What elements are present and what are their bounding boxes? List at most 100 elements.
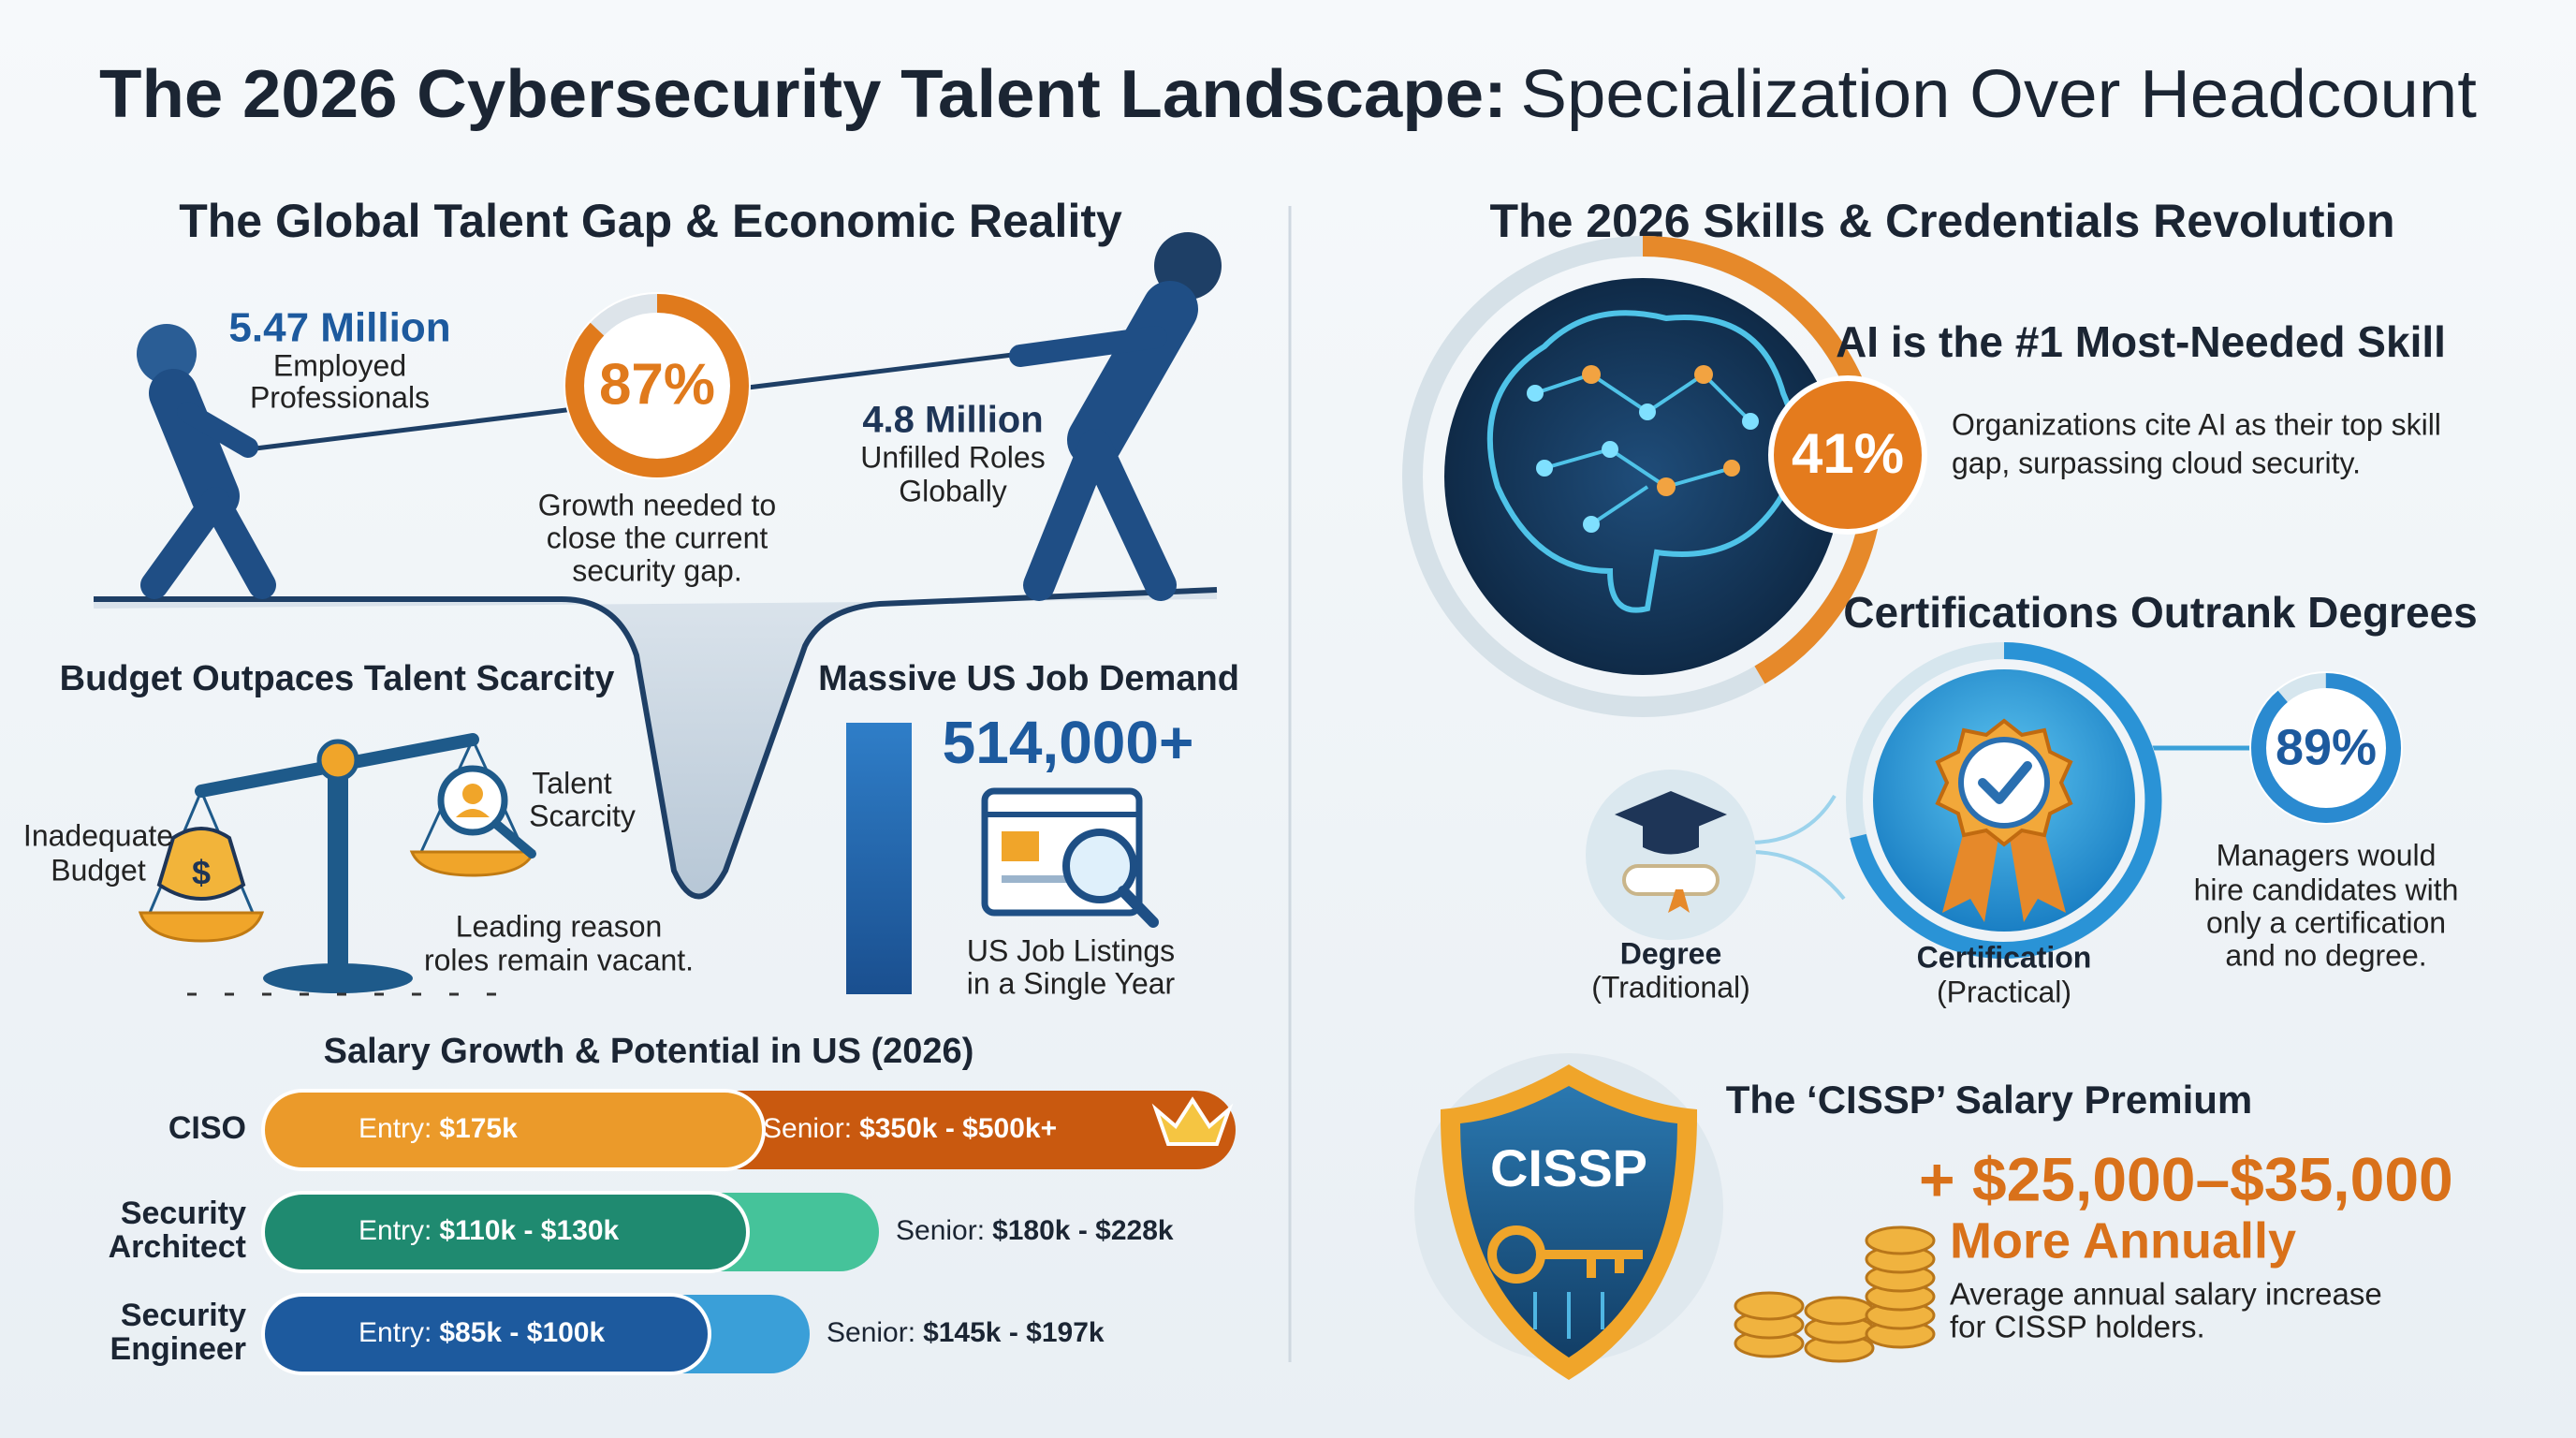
entry-value: $175k [439, 1113, 518, 1144]
premium-sub: More Annually [1950, 1212, 2296, 1269]
senior-text: Senior: $145k - $197k [827, 1317, 1105, 1348]
cert-diagram [1586, 642, 2403, 959]
sub-heading: AI is the #1 Most-Needed Skill [1836, 317, 2446, 366]
sub-heading: Certifications Outrank Degrees [1843, 588, 2477, 637]
job-listing-icon-part [1062, 829, 1137, 903]
sub-heading: Salary Growth & Potential in US (2026) [324, 1032, 974, 1071]
cert-diagram-part [1668, 889, 1690, 913]
entry-label: Entry: [359, 1317, 432, 1348]
ai-brain-part [1768, 375, 1927, 535]
scale-icon-part [263, 963, 413, 993]
ai-brain-part-part [1742, 413, 1759, 430]
scale-icon-part [491, 819, 536, 858]
growth-ring-part [565, 294, 749, 477]
scale-icon-part [138, 911, 265, 943]
senior-text: Senior: $180k - $228k [896, 1215, 1174, 1246]
growth-label: Growth needed to [538, 488, 776, 521]
scale-label: Scarcity [529, 799, 636, 832]
degree-label: (Traditional) [1591, 970, 1750, 1004]
caption: in a Single Year [967, 966, 1176, 1000]
ai-brain-part-part [1657, 477, 1676, 496]
title-bold: The 2026 Cybersecurity Talent Landscape: [99, 57, 1507, 132]
tug-of-war [94, 232, 1222, 900]
title-light: Specialization Over Headcount [1520, 57, 2477, 132]
job-listing-icon-part [1002, 875, 1067, 883]
cissp-shield-part [1460, 1086, 1677, 1357]
premium-caption: for CISSP holders. [1950, 1310, 2205, 1344]
cissp-shield-part [1533, 1292, 1604, 1339]
scale-icon-part [316, 739, 359, 782]
coin [1804, 1296, 1875, 1326]
senior-label: Senior: [827, 1317, 915, 1348]
senior-value: $180k - $228k [992, 1215, 1174, 1246]
demand-bar [846, 723, 912, 994]
cissp-badge: CISSP [1490, 1138, 1647, 1197]
cert-label: Certification [1917, 940, 2092, 974]
coins [1734, 1225, 1936, 1363]
tug-of-war-part [94, 590, 1217, 897]
senior-value: $350k - $500k+ [859, 1113, 1057, 1144]
stat-label: Unfilled Roles [860, 440, 1045, 474]
sub-heading: Budget Outpaces Talent Scarcity [60, 659, 615, 698]
degree-label: Degree [1620, 936, 1722, 970]
stat-value: 5.47 Million [228, 305, 450, 351]
tug-of-war-part [137, 324, 197, 384]
ai-brain-part-part [1694, 365, 1713, 384]
cert-caption: only a certification [2206, 905, 2446, 939]
role-label: Security [121, 1298, 246, 1333]
scale-icon-part [462, 784, 483, 804]
scale-icon-part [156, 827, 246, 901]
ai-brain-part [1527, 385, 1759, 533]
entry-label: Entry: [359, 1113, 432, 1144]
tug-of-war-part [94, 587, 1218, 900]
scale-icon-part [409, 850, 536, 877]
ai-brain-part [1582, 365, 1740, 496]
coin [1865, 1225, 1936, 1255]
coin [1734, 1291, 1805, 1321]
scale-label: Inadequate [23, 818, 173, 852]
cert-diagram-part [1749, 794, 1846, 901]
section-heading: The Global Talent Gap & Economic Reality [179, 195, 1122, 247]
ai-brain-part-part [1527, 385, 1544, 402]
entry-value: $110k - $130k [439, 1215, 619, 1246]
cert-caption: and no degree. [2225, 938, 2426, 972]
tug-of-war-part [1023, 429, 1177, 601]
cert-caption: Managers would [2217, 838, 2437, 872]
senior-label: Senior: [763, 1113, 852, 1144]
cert-diagram-part [1643, 826, 1699, 855]
stat-label: Employed [273, 348, 406, 382]
cert-value: 89% [2276, 719, 2377, 775]
entry-label: Entry: [359, 1215, 432, 1246]
ai-caption: Organizations cite AI as their top skill [1952, 407, 2441, 441]
cissp-shield [1414, 1053, 1723, 1380]
tug-of-war-part [140, 487, 276, 599]
role-label: Engineer [110, 1331, 246, 1367]
ai-value: 41% [1792, 422, 1904, 485]
entry-value: $85k - $100k [439, 1317, 605, 1348]
tug-of-war-part [1009, 326, 1167, 367]
growth-ring-part [564, 292, 751, 479]
stat-label: Professionals [250, 380, 430, 414]
cert-diagram-part [1622, 864, 1720, 896]
cert-label: (Practical) [1937, 975, 2071, 1008]
cert-diagram-part [2251, 673, 2401, 823]
page-title: The 2026 Cybersecurity Talent Landscape:… [99, 57, 2477, 132]
cert-caption: hire candidates with [2194, 873, 2459, 906]
cert-diagram-part [1942, 824, 2066, 922]
stat-value: 4.8 Million [862, 400, 1043, 441]
role-label: Security [121, 1196, 246, 1231]
role-label: CISO [168, 1110, 246, 1146]
sub-heading: Massive US Job Demand [818, 659, 1239, 698]
crown [1151, 1096, 1234, 1146]
cert-diagram-part [1850, 642, 2162, 959]
scale-icon-part [328, 768, 348, 974]
ai-brain-part-part [1582, 365, 1601, 384]
ai-brain-part-part [1583, 516, 1600, 533]
cert-diagram-part [1958, 737, 2050, 829]
cissp-shield-part [1541, 1250, 1643, 1278]
job-listing-icon-part [1002, 831, 1039, 861]
ai-brain-part-part [1602, 441, 1618, 458]
cert-diagram-part [1978, 761, 2032, 804]
ai-caption: gap, surpassing cloud security. [1952, 446, 2361, 479]
